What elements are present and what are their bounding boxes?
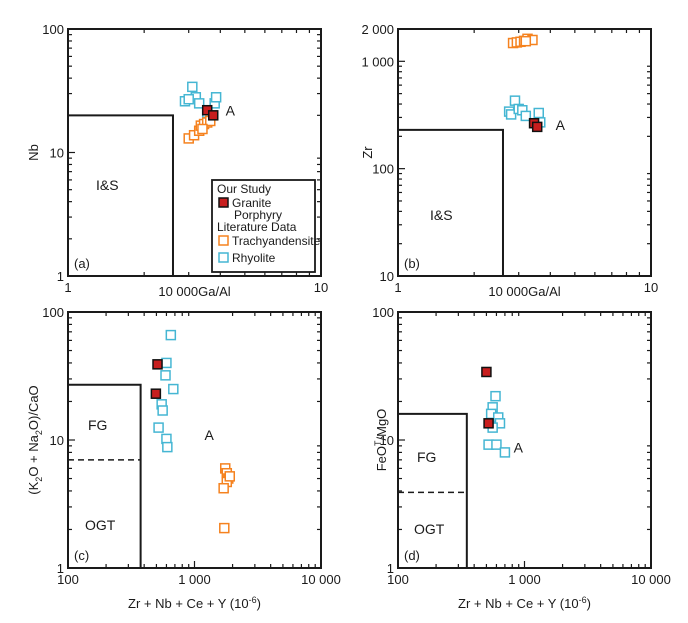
y-tick-label: 100 xyxy=(372,162,394,177)
granite-point xyxy=(481,366,492,378)
rhyolite-point xyxy=(533,107,544,119)
rhyolite-point xyxy=(153,422,164,433)
y-tick-label: 2 000 xyxy=(361,22,394,37)
y-axis-title: (K2O + Na2O)/CaO xyxy=(26,385,44,494)
legend-frame xyxy=(211,179,316,273)
field-label: I&S xyxy=(96,177,119,193)
panel-label: (a) xyxy=(74,256,90,271)
y-tick-label: 1 xyxy=(387,561,394,576)
legend-granite-label-1: Granite xyxy=(232,196,272,210)
x-axis-title: Zr + Nb + Ce + Y (10-6) xyxy=(128,595,261,611)
field-boundary xyxy=(398,128,504,276)
panel-a-nb-vs-ga-al: 1 10 1 10 100 10 000Ga/Al Nb I&S A (a) xyxy=(26,22,328,299)
legend-granite-label-2: Porphyry xyxy=(234,208,282,222)
panel-d-feot-mgo-vs-hfse: 100 1 000 10 000 1 10 100 Zr + Nb + Ce + Y (10… xyxy=(372,305,671,611)
granite-point xyxy=(207,110,219,121)
y-axis-title: FeOT/MgO xyxy=(373,409,389,472)
field-label: A xyxy=(514,439,524,455)
x-axis-title: Zr + Nb + Ce + Y (10-6) xyxy=(458,595,591,611)
y-tick-label: 1 xyxy=(57,269,64,284)
y-axis-title: Nb xyxy=(26,144,41,161)
field-boundary xyxy=(68,114,174,276)
y-tick-label: 10 xyxy=(50,146,64,161)
trachyandensite-point xyxy=(224,471,236,482)
field-label: FG xyxy=(88,417,107,433)
y-tick-label: 10 xyxy=(380,269,394,284)
field-label: A xyxy=(226,102,236,118)
field-label: I&S xyxy=(430,207,453,223)
rhyolite-point xyxy=(165,329,177,341)
x-tick-label: 1 xyxy=(64,280,71,295)
field-label: OGT xyxy=(414,521,445,537)
rhyolite-point xyxy=(168,383,179,395)
x-tick-label: 10 xyxy=(314,280,328,295)
panel-c-alkali-cao-vs-hfse: 100 1 000 10 000 1 10 100 Zr + Nb + Ce + Y (10… xyxy=(26,305,341,611)
y-axis-title: Zr xyxy=(360,146,375,159)
rhyolite-point xyxy=(210,92,222,103)
rhyolite-point xyxy=(160,370,171,381)
field-label: A xyxy=(205,427,215,443)
field-boundary xyxy=(68,383,142,568)
x-tick-label: 1 000 xyxy=(508,572,541,587)
x-tick-label: 1 000 xyxy=(178,572,211,587)
x-tick-label: 10 000 xyxy=(631,572,671,587)
legend-our-study: Our Study xyxy=(217,182,271,196)
rhyolite-point xyxy=(183,93,194,105)
granite-point xyxy=(152,359,163,370)
panel-label: (d) xyxy=(404,548,420,563)
legend-rhyolite-label: Rhyolite xyxy=(232,251,276,265)
panel-label: (b) xyxy=(404,256,420,271)
y-tick-label: 100 xyxy=(372,305,394,320)
x-axis-title: 10 000Ga/Al xyxy=(488,284,560,299)
x-tick-label: 1 xyxy=(394,280,401,295)
rhyolite-point xyxy=(162,441,173,453)
rhyolite-point xyxy=(490,390,501,402)
rhyolite-point xyxy=(193,98,205,109)
granite-point xyxy=(483,418,494,429)
y-tick-label: 100 xyxy=(42,305,64,320)
y-tick-label: 10 xyxy=(50,433,64,448)
legend-granite-symbol xyxy=(218,197,229,208)
trachyandensite-point xyxy=(218,482,229,494)
x-tick-label: 10 000 xyxy=(301,572,341,587)
granite-point xyxy=(150,388,162,399)
rhyolite-point xyxy=(491,439,502,450)
y-tick-label: 1 xyxy=(57,561,64,576)
x-axis-title: 10 000Ga/Al xyxy=(158,284,230,299)
field-boundary xyxy=(398,412,468,568)
rhyolite-point xyxy=(187,81,198,93)
trachyandensite-point xyxy=(219,522,230,534)
rhyolite-point xyxy=(157,405,168,416)
legend-trachy-symbol xyxy=(218,235,229,246)
trachyandensite-point xyxy=(197,123,208,135)
rhyolite-point xyxy=(161,357,172,369)
field-label: OGT xyxy=(85,517,116,533)
panel-label: (c) xyxy=(74,548,89,563)
x-tick-label: 10 xyxy=(644,280,658,295)
legend-trachy-label: Trachyandensite xyxy=(232,234,321,248)
legend-literature-data: Literature Data xyxy=(217,220,297,234)
trachyandensite-point xyxy=(520,35,532,47)
granite-point xyxy=(531,121,543,133)
legend: Our Study Granite Porphyry Literature Da… xyxy=(211,179,321,273)
plot-frame xyxy=(397,28,652,277)
rhyolite-point xyxy=(520,110,532,122)
x-tick-label: 100 xyxy=(387,572,409,587)
rhyolite-point xyxy=(499,447,511,458)
rhyolite-point xyxy=(505,109,517,120)
y-tick-label: 1 000 xyxy=(361,54,394,69)
field-label: A xyxy=(556,117,566,133)
legend-rhyolite-symbol xyxy=(218,252,229,263)
field-label: FG xyxy=(417,449,436,465)
y-tick-label: 100 xyxy=(42,22,64,37)
y-tick-label: 10 xyxy=(380,433,394,448)
x-tick-label: 100 xyxy=(57,572,79,587)
